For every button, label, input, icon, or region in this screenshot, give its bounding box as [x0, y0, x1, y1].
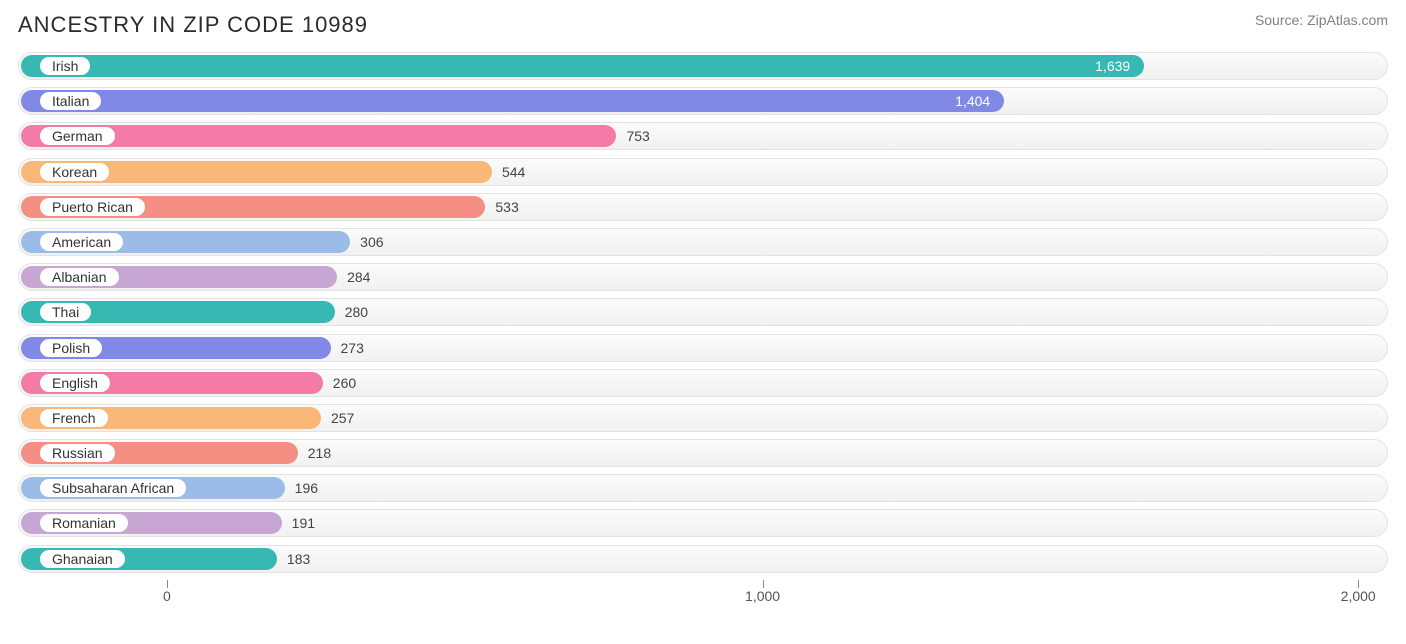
- bar-row: German 753: [18, 122, 1388, 150]
- bar-category-label: Puerto Rican: [39, 197, 146, 217]
- bar-row: Korean 544: [18, 158, 1388, 186]
- bar-category-label: Ghanaian: [39, 549, 126, 569]
- bar-category-label: Thai: [39, 302, 92, 322]
- bar-value-label: 544: [502, 159, 525, 185]
- axis-tick: [763, 580, 764, 588]
- bar-value-label: 257: [331, 405, 354, 431]
- bar-category-label: French: [39, 408, 109, 428]
- bar-category-label: American: [39, 232, 124, 252]
- bar-row: Puerto Rican 533: [18, 193, 1388, 221]
- bar-category-label: Romanian: [39, 513, 129, 533]
- bar-row: English 260: [18, 369, 1388, 397]
- chart-title: ANCESTRY IN ZIP CODE 10989: [18, 12, 368, 38]
- axis-tick-label: 0: [163, 588, 171, 604]
- bar-value-label: 273: [341, 335, 364, 361]
- bar-value-label: 183: [287, 546, 310, 572]
- bar-value-label: 1,404: [955, 88, 990, 114]
- bar-value-label: 218: [308, 440, 331, 466]
- bar-category-label: Italian: [39, 91, 102, 111]
- bar-row: Romanian 191: [18, 509, 1388, 537]
- bar-value-label: 196: [295, 475, 318, 501]
- bar-value-label: 306: [360, 229, 383, 255]
- bar-row: Albanian 284: [18, 263, 1388, 291]
- bar-row: Thai 280: [18, 298, 1388, 326]
- bar-row: Polish 273: [18, 334, 1388, 362]
- bar-row: French 257: [18, 404, 1388, 432]
- bar-value-label: 260: [333, 370, 356, 396]
- bar-category-label: Korean: [39, 162, 110, 182]
- bar-value-label: 533: [495, 194, 518, 220]
- axis-tick: [1358, 580, 1359, 588]
- bar-category-label: German: [39, 126, 116, 146]
- bar-row: Irish 1,639: [18, 52, 1388, 80]
- axis-tick-label: 2,000: [1341, 588, 1376, 604]
- bar-row: Subsaharan African 196: [18, 474, 1388, 502]
- bar-row: Ghanaian 183: [18, 545, 1388, 573]
- chart-area: Irish 1,639 Italian 1,404 German 753 Korean 544…: [18, 52, 1388, 573]
- bar-row: American 306: [18, 228, 1388, 256]
- bar-category-label: Polish: [39, 338, 103, 358]
- bar-value-label: 284: [347, 264, 370, 290]
- bar-category-label: Russian: [39, 443, 116, 463]
- bar-category-label: English: [39, 373, 111, 393]
- bar-value-label: 753: [626, 123, 649, 149]
- bar-category-label: Irish: [39, 56, 91, 76]
- bar-value-label: 191: [292, 510, 315, 536]
- chart-header: ANCESTRY IN ZIP CODE 10989 Source: ZipAt…: [18, 12, 1388, 38]
- axis-tick-label: 1,000: [745, 588, 780, 604]
- bar-fill: [21, 90, 1004, 112]
- bar-value-label: 280: [345, 299, 368, 325]
- axis-tick: [167, 580, 168, 588]
- bar-row: Russian 218: [18, 439, 1388, 467]
- bar-fill: [21, 55, 1144, 77]
- bar-row: Italian 1,404: [18, 87, 1388, 115]
- chart-source: Source: ZipAtlas.com: [1255, 12, 1388, 28]
- bar-category-label: Subsaharan African: [39, 478, 187, 498]
- bar-category-label: Albanian: [39, 267, 120, 287]
- bar-value-label: 1,639: [1095, 53, 1130, 79]
- x-axis: 0 1,000 2,000: [18, 580, 1388, 604]
